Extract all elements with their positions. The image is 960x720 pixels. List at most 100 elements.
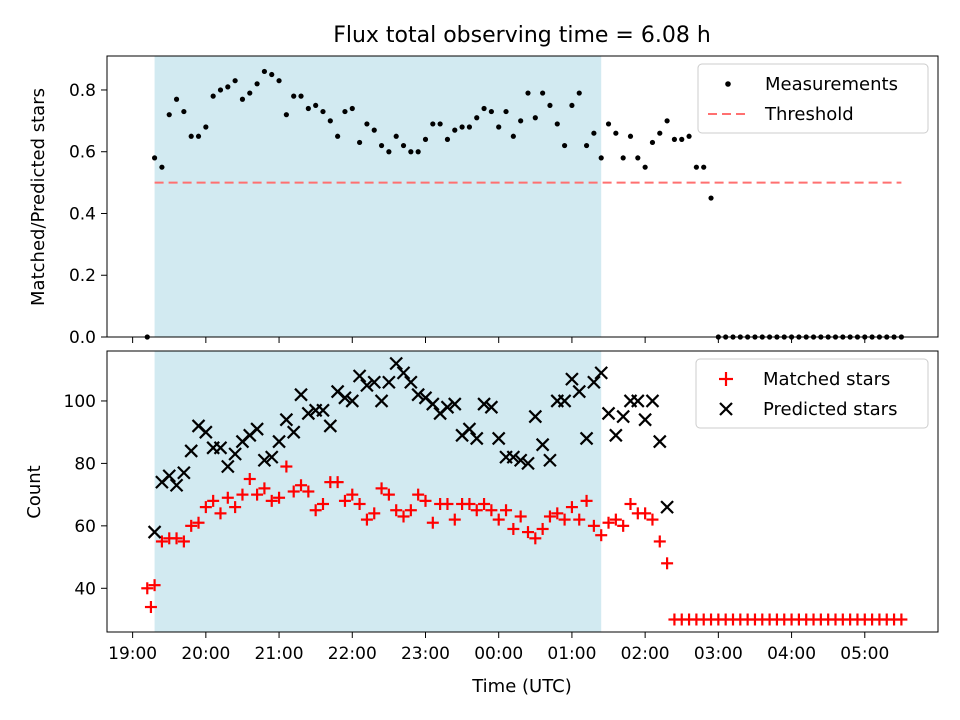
measurement-point [378, 142, 385, 149]
predicted-star-point [294, 387, 308, 402]
matched-star-point [155, 535, 168, 548]
matched-star-point [192, 516, 205, 529]
measurement-point [386, 149, 392, 155]
matched-star-point [609, 513, 622, 526]
predicted-star-point [250, 422, 264, 436]
y-tick-label: 100 [64, 392, 96, 412]
measurement-point [261, 68, 268, 75]
measurement-point [437, 121, 443, 127]
measurement-point [195, 133, 202, 139]
count-panel: 40 60 80 100 19:00 20:00 21:00 22:00 23:00 00:00… [24, 350, 939, 697]
predicted-star-point [440, 400, 455, 414]
matched-star-point [565, 501, 578, 514]
legend-matched-marker [719, 372, 733, 386]
ratio-legend: Measurements Threshold [697, 63, 929, 134]
predicted-star-point [316, 403, 330, 418]
y-tick-label: 0.2 [69, 266, 96, 286]
measurement-point [276, 78, 282, 84]
measurement-point [232, 78, 238, 84]
ratio-panel: 0.00.20.40.60.8 Matched/Predicted stars … [28, 55, 939, 348]
x-tick-label: 22:00 [328, 644, 377, 664]
matched-star-point [295, 479, 308, 492]
count-y-axis: 40 60 80 100 [64, 392, 107, 599]
ratio-y-axis: 0.0 0.2 0.4 0.6 0.8 [69, 81, 107, 348]
measurement-point [605, 121, 612, 127]
x-tick-label: 03:00 [694, 644, 743, 664]
x-tick-label: 19:00 [108, 644, 157, 664]
matched-star-point [587, 519, 600, 532]
legend-predicted-marker [719, 402, 733, 416]
x-tick-label: 20:00 [181, 644, 230, 664]
predicted-star-point [579, 431, 594, 446]
count-legend: Matched stars Predicted stars [695, 358, 929, 429]
measurement-point [364, 121, 370, 127]
x-tick-label: 23:00 [401, 644, 450, 664]
matched-star-point [639, 507, 652, 520]
predicted-star-point [286, 425, 301, 439]
measurement-point [181, 108, 187, 115]
matched-star-point [309, 504, 322, 517]
matched-star-point [492, 513, 505, 526]
measurement-point [583, 142, 590, 149]
count-x-axis: 19:00 20:00 21:00 22:00 23:00 00:00 01:00 02:00… [108, 632, 889, 664]
measurement-point [188, 133, 194, 139]
measurement-point [532, 115, 538, 121]
measurement-point [349, 105, 355, 112]
matched-star-point [653, 535, 666, 548]
predicted-star-point [653, 434, 667, 449]
matched-star-point [214, 507, 227, 520]
predicted-star-point [587, 375, 601, 390]
measurement-point [686, 133, 692, 139]
matched-star-point [258, 482, 271, 495]
ratio-y-axis-label: Matched/Predicted stars [28, 88, 49, 306]
predicted-star-point [184, 444, 198, 458]
predicted-star-point [484, 400, 499, 414]
predicted-star-point [521, 456, 535, 471]
predicted-star-point [535, 437, 550, 452]
predicted-star-point [426, 397, 440, 411]
y-tick-label: 0.4 [69, 204, 96, 224]
measurement-point [598, 155, 604, 161]
matched-star-point [185, 519, 198, 532]
x-tick-label: 01:00 [547, 644, 596, 664]
matched-star-point [617, 519, 630, 532]
matched-star-point [170, 532, 183, 545]
matched-star-point [536, 522, 549, 535]
x-tick-label: 02:00 [621, 644, 670, 664]
x-tick-label: 21:00 [255, 644, 304, 664]
measurement-point [708, 195, 714, 201]
predicted-star-point [572, 384, 587, 399]
measurement-point [459, 124, 465, 130]
measurement-point [503, 108, 509, 115]
measurement-point [254, 81, 260, 87]
measurement-point [671, 136, 678, 142]
measurement-point [635, 155, 641, 161]
matched-star-point [390, 504, 403, 517]
measurement-point [496, 124, 502, 130]
measurement-point [356, 139, 363, 146]
predicted-star-point [565, 372, 579, 386]
measurement-point [540, 90, 546, 96]
measurement-point [620, 155, 626, 161]
measurement-point [159, 164, 165, 170]
predicted-star-point [477, 397, 491, 411]
matched-star-point [514, 510, 527, 523]
predicted-star-point [374, 394, 389, 408]
predicted-star-point [213, 441, 228, 455]
measurement-point [627, 133, 634, 139]
measurement-point [591, 130, 597, 136]
measurement-point [371, 127, 377, 133]
matched-star-point [507, 522, 520, 535]
matched-star-point [207, 494, 220, 507]
y-tick-label: 0.0 [69, 328, 96, 348]
predicted-star-point [404, 375, 418, 390]
measurement-point [569, 102, 575, 109]
legend-measurements-label: Measurements [765, 74, 898, 95]
predicted-star-point [506, 450, 521, 464]
measurement-point [679, 136, 685, 142]
matched-star-point [463, 497, 476, 510]
predicted-star-point [257, 453, 272, 468]
x-tick-label: 05:00 [840, 644, 889, 664]
matched-star-point [624, 497, 637, 510]
